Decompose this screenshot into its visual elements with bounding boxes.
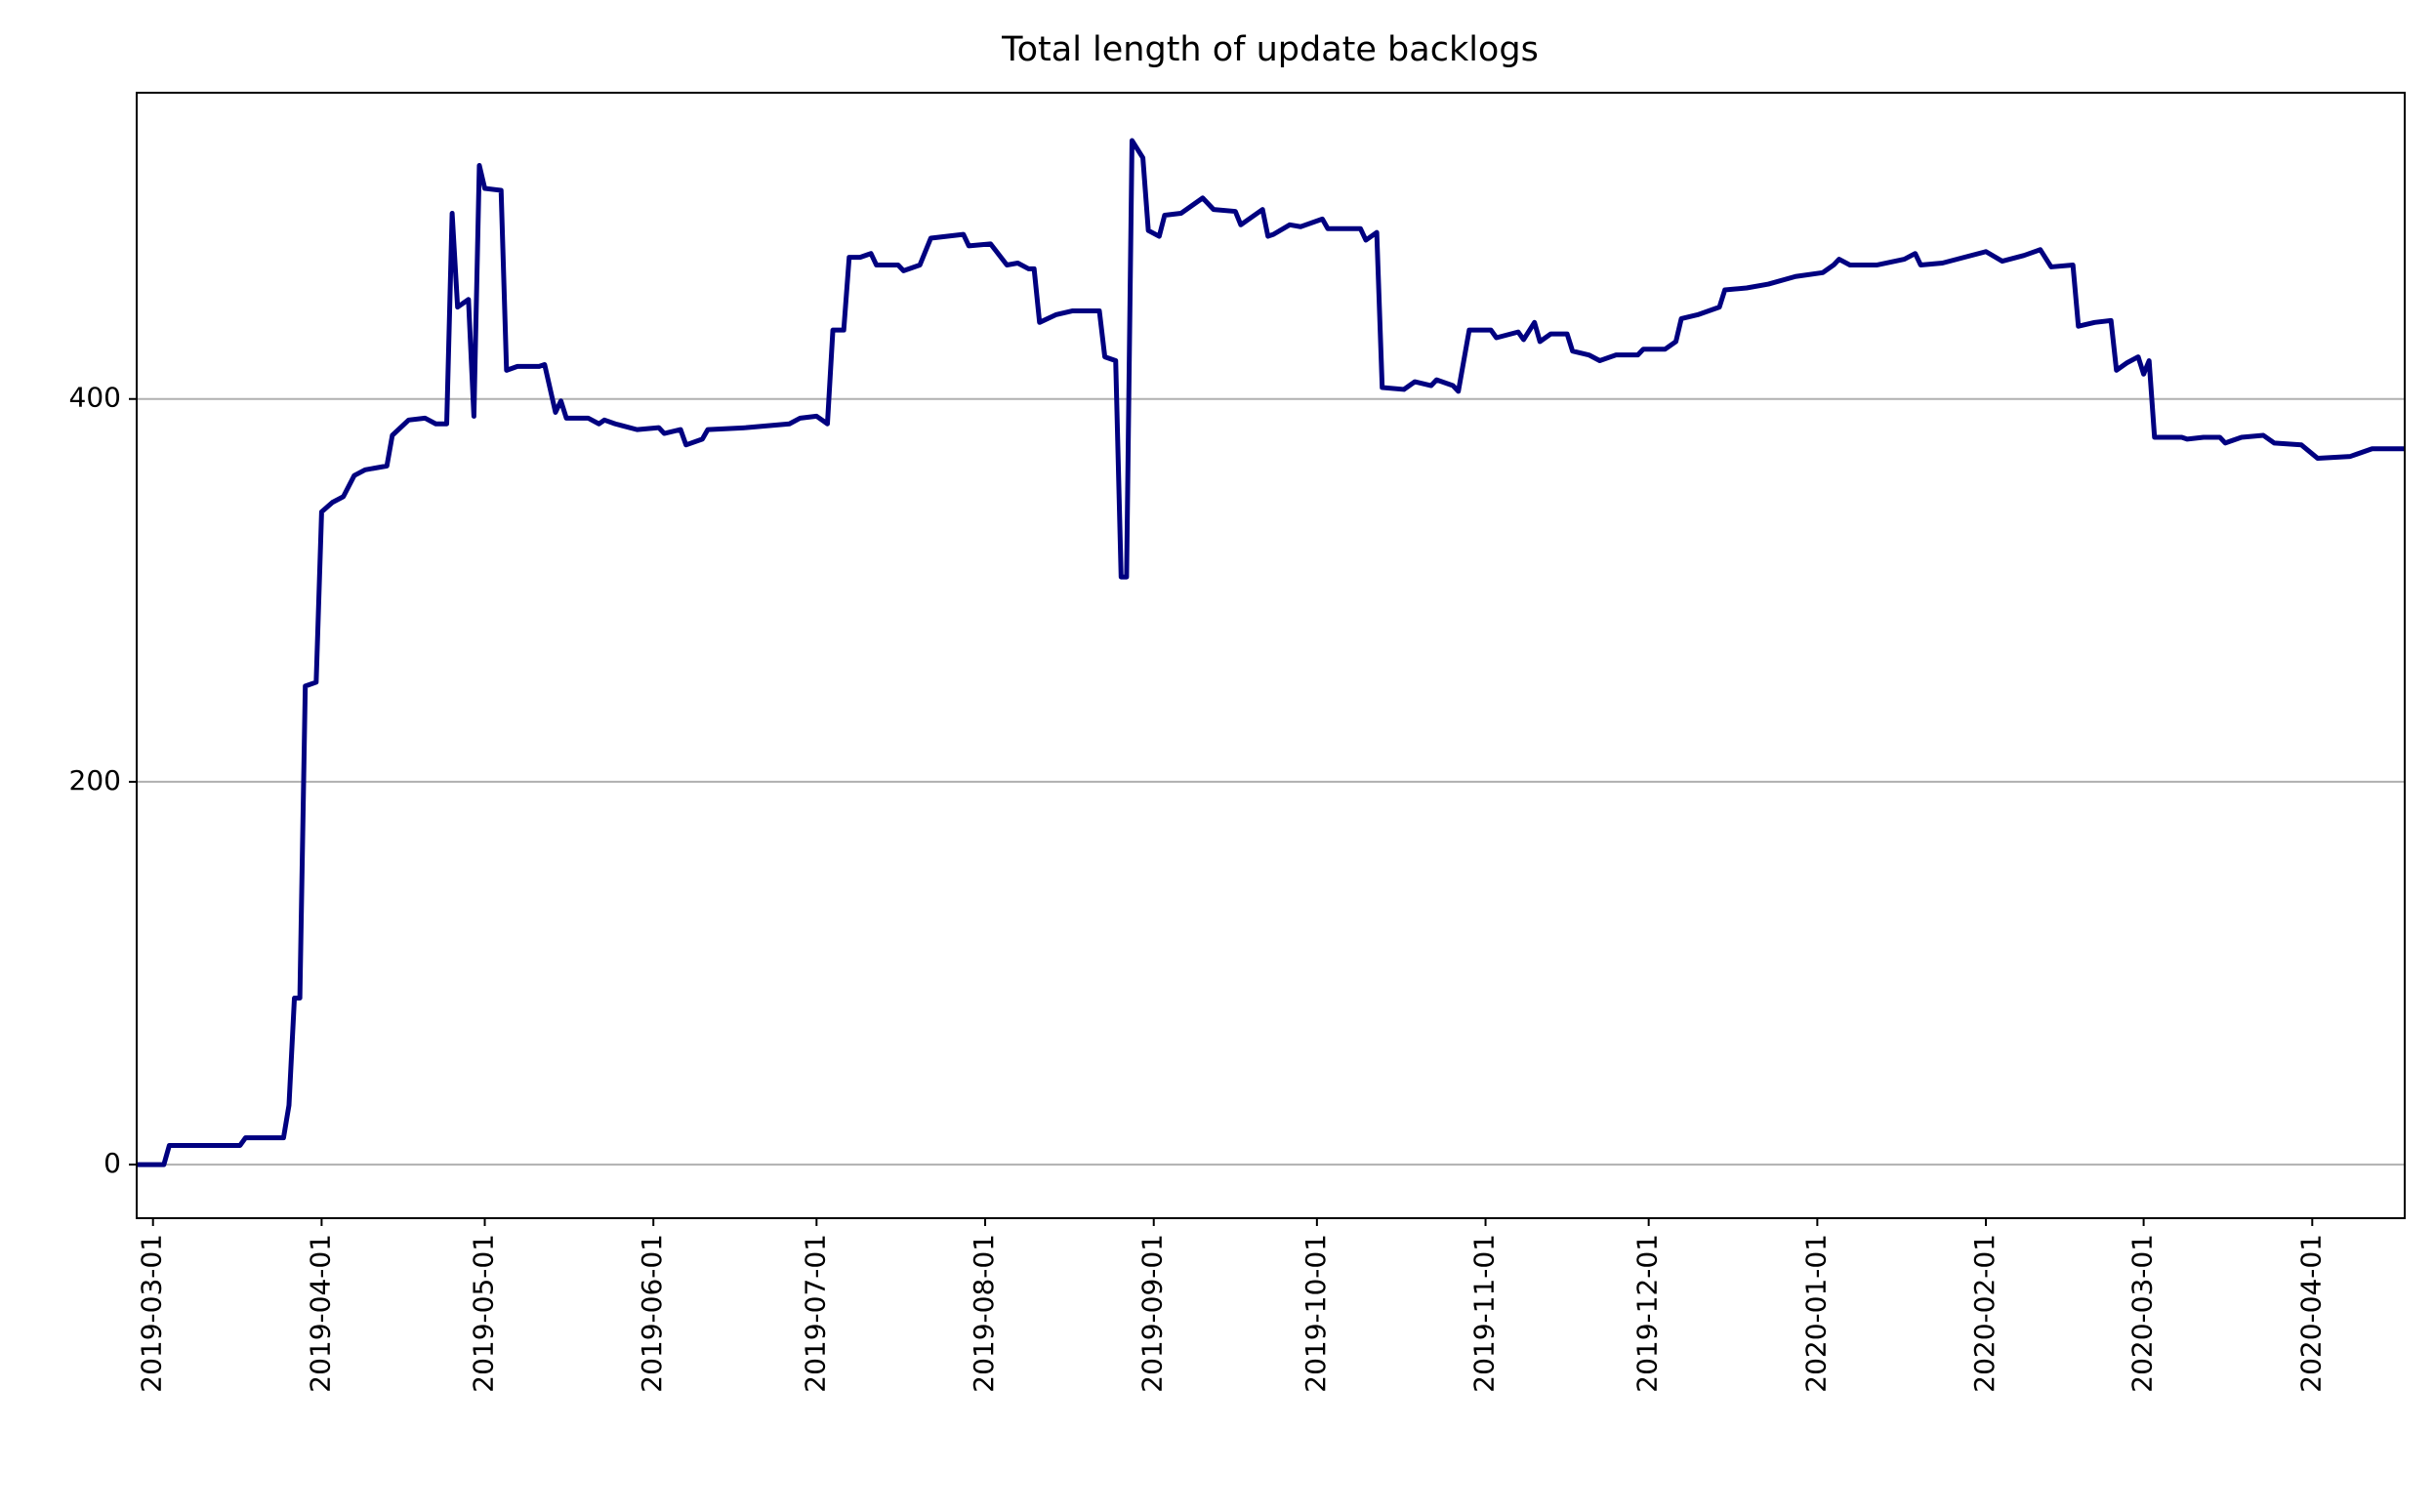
y-tick-label: 200 <box>69 764 121 797</box>
x-tick-label: 2019-07-01 <box>799 1234 831 1393</box>
chart-title: Total length of update backlogs <box>1001 30 1539 69</box>
y-tick-label: 400 <box>69 382 121 414</box>
x-tick-label: 2020-01-01 <box>1799 1234 1832 1393</box>
x-tick-label: 2019-03-01 <box>136 1234 168 1393</box>
x-tick-label: 2019-12-01 <box>1631 1234 1664 1393</box>
x-tick-label: 2020-03-01 <box>2126 1234 2159 1393</box>
y-tick-label: 0 <box>103 1147 121 1179</box>
x-tick-label: 2020-04-01 <box>2294 1234 2327 1393</box>
x-tick-label: 2019-05-01 <box>468 1234 500 1393</box>
x-tick-label: 2019-09-01 <box>1136 1234 1169 1393</box>
x-tick-label: 2019-04-01 <box>304 1234 336 1393</box>
x-tick-label: 2019-06-01 <box>636 1234 668 1393</box>
data-line <box>137 138 2405 1167</box>
x-tick-label: 2019-08-01 <box>968 1234 1000 1393</box>
x-tick-label: 2019-10-01 <box>1300 1234 1332 1393</box>
x-tick-label: 2020-02-01 <box>1968 1234 2001 1393</box>
plot-frame <box>136 92 2406 1219</box>
x-tick-label: 2019-11-01 <box>1468 1234 1501 1393</box>
